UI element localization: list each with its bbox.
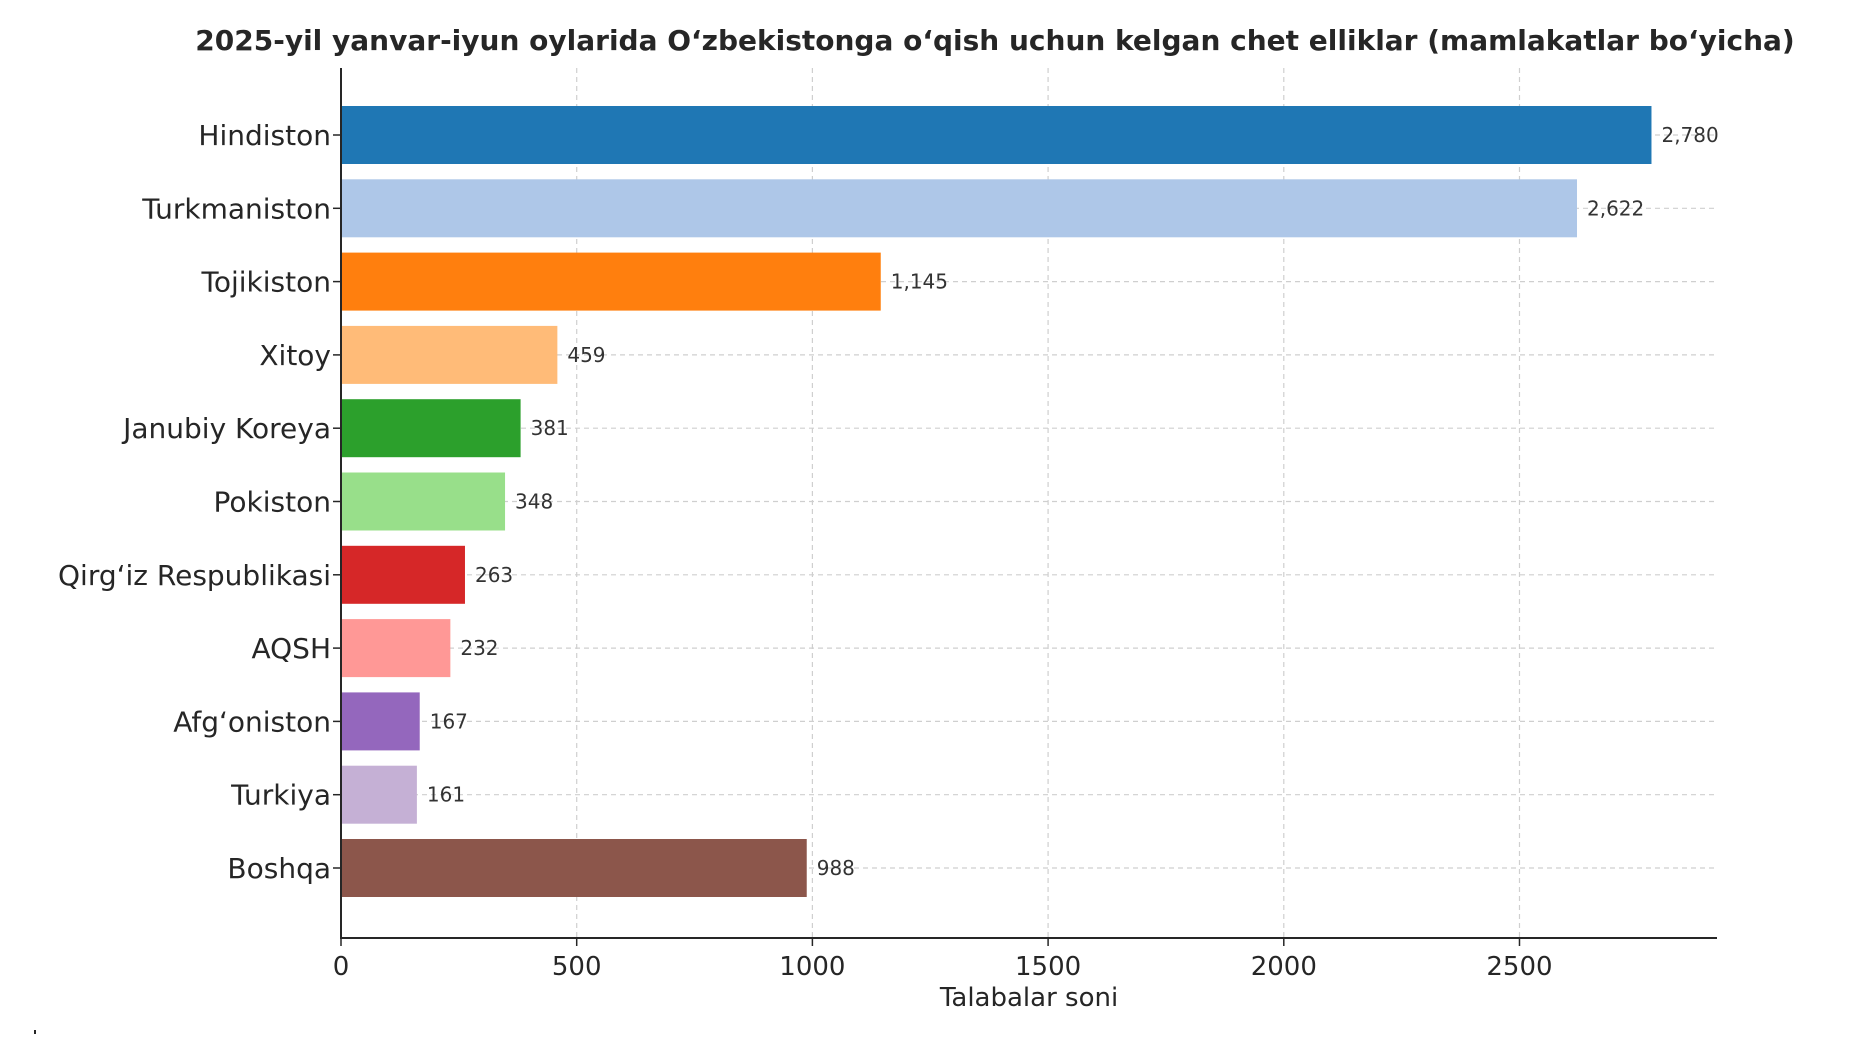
value-labels: 2,780 2,622 1,145 459 381 348 263 232 167 161 988 [427,123,1719,880]
y-tick-label: Janubiy Koreya [121,412,331,445]
bar-4 [341,399,521,458]
data-label: 459 [567,343,605,367]
data-label: 381 [531,416,569,440]
data-label: 1,145 [891,270,948,294]
y-tick-label: AQSH [251,632,331,665]
bar-10 [341,839,807,897]
y-tick-label: Turkiya [230,779,331,812]
data-label: 167 [430,709,468,733]
y-tick-label: Turkmaniston [141,192,331,225]
bar-6 [341,545,465,604]
y-tick-label: Afg‘oniston [173,705,331,738]
x-tick-label: 0 [333,952,350,982]
bar-9 [341,765,417,824]
x-axis-label: Talabalar soni [939,983,1118,1013]
data-label: 161 [427,783,465,807]
bar-5 [341,472,506,531]
x-axis-ticks: 0 500 1000 1500 2000 2500 [333,938,1553,982]
bar-1 [341,179,1577,238]
bar-0 [341,106,1652,164]
x-tick-label: 2500 [1486,952,1552,982]
y-tick-label: Pokiston [214,486,331,519]
y-tick-label: Qirg‘iz Respublikasi [58,559,331,592]
bar-2 [341,252,881,311]
chart-title: 2025-yil yanvar-iyun oylarida O‘zbekisto… [195,24,1794,57]
data-label: 232 [460,636,498,660]
x-tick-label: 1500 [1015,952,1081,982]
y-axis-labels: Hindiston Turkmaniston Tojikiston Xitoy Janu… [58,119,341,885]
x-tick-label: 500 [552,952,602,982]
data-label: 2,622 [1587,196,1644,220]
data-label: 2,780 [1661,123,1718,147]
axes [340,68,1717,939]
x-tick-label: 2000 [1251,952,1317,982]
y-tick-label: Tojikiston [201,266,331,299]
data-label: 263 [475,563,513,587]
y-tick-label: Hindiston [198,119,331,152]
data-label: 988 [817,856,855,880]
x-tick-label: 1000 [779,952,845,982]
y-tick-label: Xitoy [259,339,331,372]
bars [341,106,1652,897]
bar-8 [341,692,420,751]
data-label: 348 [515,490,553,514]
y-tick-label: Boshqa [227,852,331,885]
bar-7 [341,619,451,678]
bar-3 [341,325,558,384]
